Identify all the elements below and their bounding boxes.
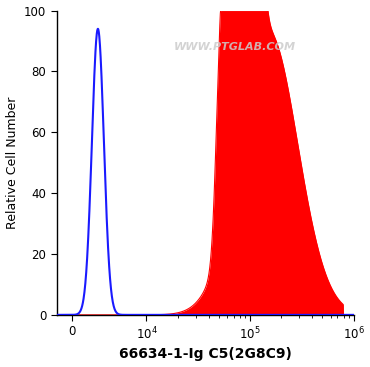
- X-axis label: 66634-1-Ig C5(2G8C9): 66634-1-Ig C5(2G8C9): [119, 348, 292, 361]
- Y-axis label: Relative Cell Number: Relative Cell Number: [6, 97, 18, 229]
- Text: WWW.PTGLAB.COM: WWW.PTGLAB.COM: [174, 42, 296, 52]
